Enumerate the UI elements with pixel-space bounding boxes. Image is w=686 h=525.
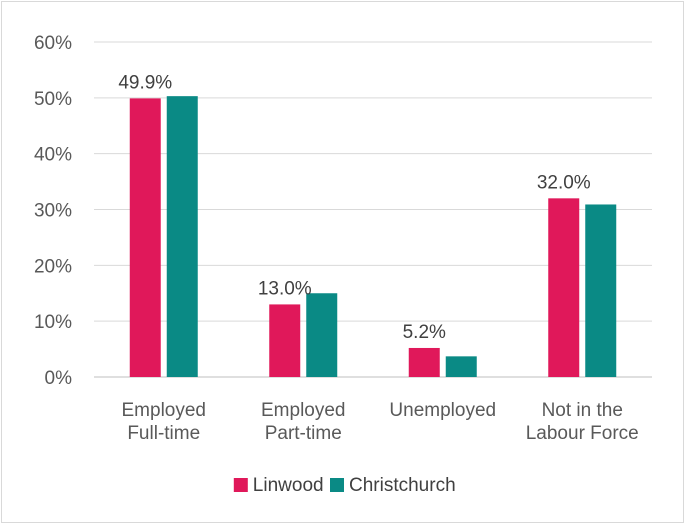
- legend-item-linwood: Linwood: [233, 475, 324, 496]
- x-category-label: Employed Full-time: [122, 400, 207, 444]
- bar-linwood-1: [269, 304, 301, 377]
- bars: [129, 96, 617, 378]
- bar-christchurch-2: [445, 356, 477, 377]
- y-tick-label: 10%: [34, 312, 72, 333]
- bar-christchurch-3: [585, 204, 617, 377]
- data-label: 32.0%: [537, 172, 591, 193]
- legend-swatch: [330, 478, 344, 492]
- y-tick-label: 20%: [34, 256, 72, 277]
- y-tick-label: 0%: [45, 368, 73, 389]
- x-category-label: Not in the Labour Force: [526, 400, 639, 444]
- legend-label: Linwood: [253, 475, 324, 496]
- data-label: 49.9%: [118, 72, 172, 93]
- data-labels: 49.9% 13.0% 5.2% 32.0%: [118, 72, 590, 343]
- x-category-label: Unemployed: [389, 400, 496, 421]
- legend: Linwood Christchurch: [233, 475, 456, 496]
- y-tick-label: 40%: [34, 145, 72, 166]
- y-tick-label: 50%: [34, 89, 72, 110]
- legend-label: Christchurch: [349, 475, 456, 496]
- bar-christchurch-0: [166, 96, 198, 378]
- x-category-label: Employed Part-time: [261, 400, 346, 444]
- x-axis-category-labels: Employed Full-time Employed Part-time Unempl…: [122, 400, 639, 444]
- y-tick-label: 60%: [34, 33, 72, 54]
- bar-linwood-3: [548, 198, 580, 377]
- bar-linwood-0: [129, 98, 161, 378]
- data-label: 13.0%: [258, 278, 312, 299]
- y-tick-label: 30%: [34, 201, 72, 222]
- bar-christchurch-1: [306, 293, 338, 377]
- y-axis-tick-labels: 0% 10% 20% 30% 40% 50% 60%: [34, 33, 72, 389]
- legend-item-christchurch: Christchurch: [330, 475, 456, 496]
- data-label: 5.2%: [403, 322, 446, 343]
- bar-linwood-2: [408, 347, 440, 377]
- legend-swatch: [233, 478, 248, 492]
